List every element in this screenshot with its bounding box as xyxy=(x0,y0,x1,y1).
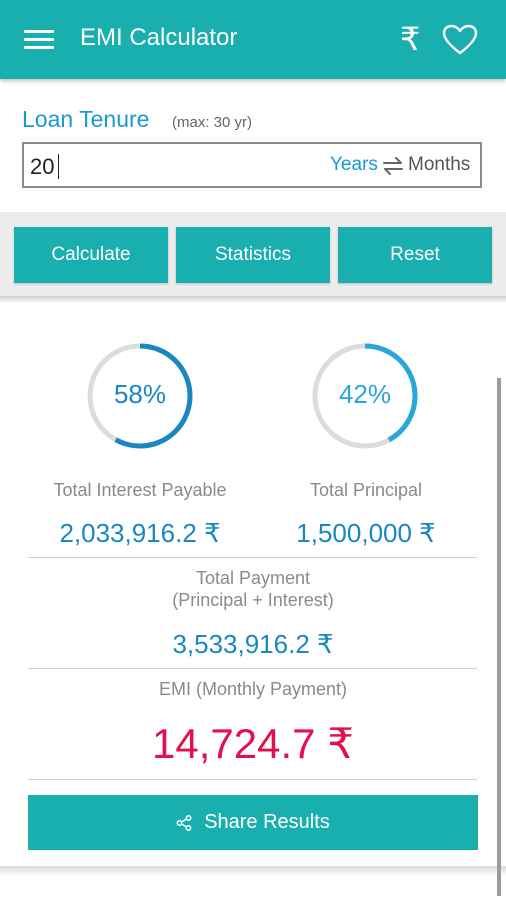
loan-tenure-max-note: (max: 30 yr) xyxy=(172,114,253,131)
app-bar: EMI Calculator ₹ xyxy=(0,0,506,79)
swap-arrows-icon[interactable] xyxy=(382,154,404,178)
divider xyxy=(28,668,477,669)
loan-tenure-label: Loan Tenure xyxy=(22,106,150,132)
principal-value: 1,500,000 ₹ xyxy=(296,518,436,548)
emi-caption: EMI (Monthly Payment) xyxy=(158,679,348,699)
emi-value: 14,724.7 ₹ xyxy=(152,720,354,767)
app-title: EMI Calculator xyxy=(80,24,238,51)
reset-button[interactable]: Reset xyxy=(338,227,492,283)
principal-percent-label: 42% xyxy=(338,379,392,409)
calculate-button[interactable]: Calculate xyxy=(14,227,168,283)
hamburger-menu-icon[interactable] xyxy=(24,30,54,50)
interest-caption: Total Interest Payable xyxy=(53,480,227,500)
share-results-label: Share Results xyxy=(204,811,330,833)
scrollbar[interactable] xyxy=(497,378,501,896)
interest-value: 2,033,916.2 ₹ xyxy=(59,518,221,548)
unit-years-option[interactable]: Years xyxy=(330,154,378,175)
interest-percent-label: 58% xyxy=(113,379,167,409)
text-caret xyxy=(58,154,59,179)
divider xyxy=(28,779,477,780)
interest-donut-chart xyxy=(87,343,193,449)
statistics-button[interactable]: Statistics xyxy=(176,227,330,283)
results-panel xyxy=(0,302,506,872)
principal-caption: Total Principal xyxy=(309,480,423,500)
rupee-icon[interactable]: ₹ xyxy=(400,20,421,58)
loan-tenure-value[interactable]: 20 xyxy=(30,154,55,179)
principal-donut-arc xyxy=(312,343,418,449)
interest-donut-arc xyxy=(87,343,193,449)
share-results-button[interactable]: Share Results xyxy=(28,795,478,850)
loan-tenure-input[interactable]: 20 Years Months xyxy=(22,142,482,188)
heart-outline-icon[interactable] xyxy=(442,24,478,56)
total-payment-subcaption: (Principal + Interest) xyxy=(172,590,334,610)
divider-shadow xyxy=(0,296,506,302)
bottom-shadow xyxy=(0,866,506,876)
total-payment-caption: Total Payment xyxy=(195,568,311,588)
total-payment-value: 3,533,916.2 ₹ xyxy=(172,629,334,659)
principal-donut-chart xyxy=(312,343,418,449)
share-icon xyxy=(176,814,192,831)
divider xyxy=(28,557,477,558)
unit-months-option[interactable]: Months xyxy=(408,154,471,175)
